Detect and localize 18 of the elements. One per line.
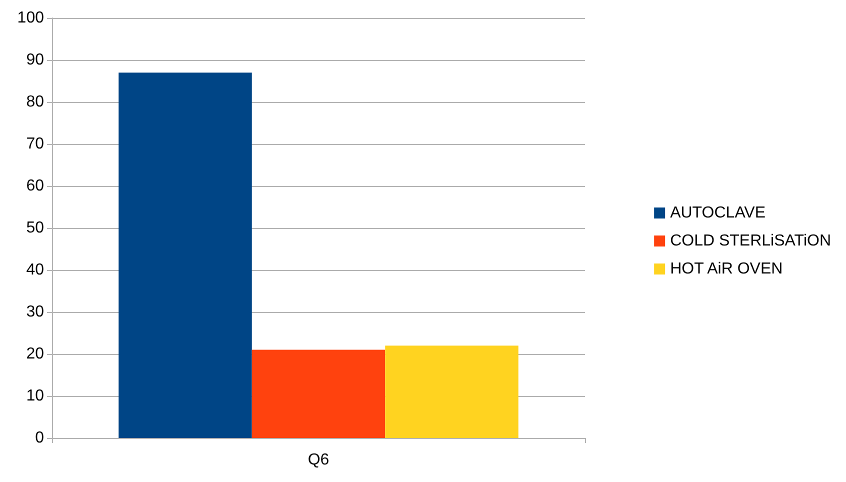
- bar: [385, 346, 518, 438]
- legend-label: AUTOCLAVE: [670, 204, 766, 222]
- y-tick-label: 40: [26, 262, 44, 278]
- y-tick-label: 60: [26, 178, 44, 194]
- y-tick-label: 80: [26, 94, 44, 110]
- legend-label: COLD STERLiSATiON: [670, 232, 832, 250]
- y-tick-label: 100: [17, 10, 44, 26]
- y-tick-label: 50: [26, 220, 44, 236]
- y-tick-label: 0: [35, 430, 44, 446]
- y-tick-label: 20: [26, 346, 44, 362]
- y-tick-label: 90: [26, 52, 44, 68]
- y-tick-label: 30: [26, 304, 44, 320]
- y-tick-label: 70: [26, 136, 44, 152]
- legend-label: HOT AiR OVEN: [670, 260, 783, 278]
- x-tick-label: Q6: [308, 452, 330, 468]
- y-tick-label: 10: [26, 388, 44, 404]
- bar: [252, 350, 386, 438]
- bar: [118, 72, 252, 438]
